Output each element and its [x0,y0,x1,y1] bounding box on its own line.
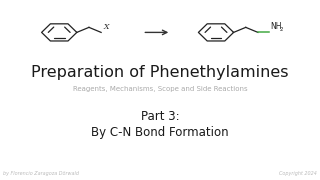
Text: by Florencio Zaragoza Dörwald: by Florencio Zaragoza Dörwald [3,170,79,175]
Text: X: X [103,23,108,31]
Text: 2: 2 [280,27,284,32]
Text: Copyright 2024: Copyright 2024 [279,170,317,175]
Text: Part 3:: Part 3: [141,110,179,123]
Text: By C-N Bond Formation: By C-N Bond Formation [91,126,229,139]
Text: Preparation of Phenethylamines: Preparation of Phenethylamines [31,65,289,80]
Text: NH: NH [270,22,282,31]
Text: Reagents, Mechanisms, Scope and Side Reactions: Reagents, Mechanisms, Scope and Side Rea… [73,86,247,92]
